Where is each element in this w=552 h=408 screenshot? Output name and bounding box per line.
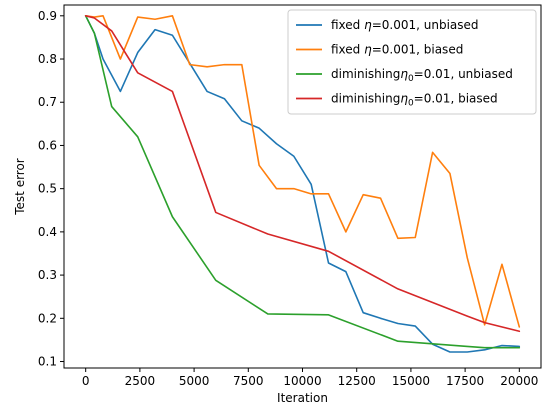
y-tick-label: 0.6 [38, 138, 57, 152]
x-tick-label: 17500 [446, 374, 484, 388]
legend-label-part: η [364, 43, 372, 57]
legend-label-part: =0.001, unbiased [372, 18, 479, 32]
legend-label-part: fixed [331, 18, 364, 32]
x-tick-label: 5000 [179, 374, 210, 388]
y-tick-label: 0.7 [38, 95, 57, 109]
series-line-1 [84, 15, 521, 353]
legend-label-part: diminishing [331, 92, 400, 106]
series-layer [84, 15, 521, 353]
x-tick-label: 0 [82, 374, 90, 388]
y-tick-label: 0.4 [38, 225, 57, 239]
y-tick-label: 0.3 [38, 268, 57, 282]
legend-label-part: 0 [408, 99, 414, 109]
legend-label-part: η [400, 92, 408, 106]
x-axis: 0 2500 5000 7500 10000 12500 15000 17500 20000 [82, 368, 538, 388]
x-tick-label: 2500 [125, 374, 156, 388]
legend-label-part: fixed [331, 43, 364, 57]
legend-label-part: η [400, 67, 408, 81]
series-line-2 [84, 15, 521, 328]
legend-label-part: =0.001, biased [372, 43, 464, 57]
legend-label-part: 0 [408, 74, 414, 84]
x-tick-label: 10000 [283, 374, 321, 388]
series-line-3 [84, 15, 521, 349]
y-tick-label: 0.5 [38, 182, 57, 196]
legend-label-part: =0.01, biased [414, 92, 498, 106]
y-tick-label: 0.8 [38, 52, 57, 66]
x-axis-label: Iteration [277, 391, 328, 405]
y-tick-label: 0.2 [38, 311, 57, 325]
legend-label: diminishingη0=0.01, biased [331, 92, 498, 109]
y-axis: 0.1 0.2 0.3 0.4 0.5 0.6 0.7 0.8 0.9 [38, 9, 64, 369]
legend-label: fixed η=0.001, biased [331, 43, 463, 57]
y-axis-label: Test error [13, 158, 27, 216]
series-line-4 [84, 15, 521, 333]
legend-label-part: =0.01, unbiased [414, 67, 513, 81]
legend-label: fixed η=0.001, unbiased [331, 18, 479, 32]
legend-label-part: diminishing [331, 67, 400, 81]
legend-box [287, 9, 537, 115]
x-tick-label: 20000 [500, 374, 538, 388]
x-tick-label: 7500 [233, 374, 264, 388]
legend-label: diminishingη0=0.01, unbiased [331, 67, 513, 84]
x-tick-label: 12500 [338, 374, 376, 388]
legend-label-part: η [364, 18, 372, 32]
y-tick-label: 0.9 [38, 9, 57, 23]
x-tick-label: 15000 [392, 374, 430, 388]
y-tick-label: 0.1 [38, 355, 57, 369]
